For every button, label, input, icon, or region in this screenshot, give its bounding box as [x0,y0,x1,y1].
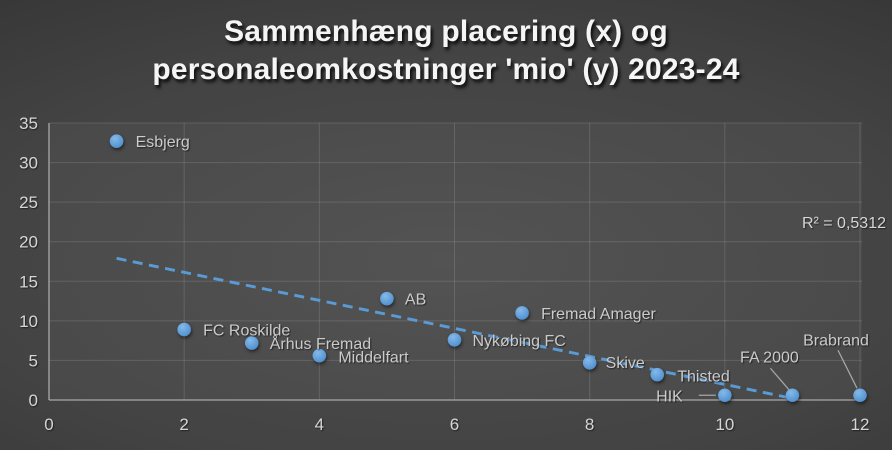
x-tick-label: 12 [851,415,870,434]
data-point-marker [177,322,191,337]
y-tick-label: 5 [29,351,38,370]
data-point-label: Thisted [677,369,729,386]
x-tick-label: 4 [315,415,324,434]
data-point-marker [244,336,259,350]
data-point-marker [853,388,867,403]
data-point-label: Middelfart [338,350,409,367]
data-point-label: FA 2000 [740,349,799,366]
y-tick-label: 10 [19,312,38,331]
r-squared-label: R² = 0,5312 [802,215,886,232]
data-point-marker [109,134,124,149]
data-point-label: Skive [606,355,645,372]
x-tick-label: 6 [450,415,459,434]
label-leader-line [769,367,790,391]
y-tick-label: 35 [19,114,38,133]
chart-title-line2: personaleomkostninger 'mio' (y) 2023-24 [152,53,740,86]
data-point-marker [380,291,394,306]
data-point-label: Nykøbing FC [473,333,566,350]
y-tick-label: 20 [19,233,38,252]
x-tick-label: 10 [715,415,734,434]
y-tick-label: 25 [19,193,38,212]
y-tick-label: 0 [29,391,38,410]
chart-title-line1: Sammenhæng placering (x) og [224,15,668,48]
data-point-marker [785,388,800,403]
x-tick-label: 2 [179,415,188,434]
y-tick-label: 15 [19,272,38,291]
data-point-marker [718,388,732,403]
x-tick-label: 0 [44,415,53,434]
data-point-marker [650,367,665,382]
data-point-marker [515,306,529,320]
x-tick-label: 8 [585,415,594,434]
data-point-label: Esbjerg [136,134,190,151]
data-point-marker [312,348,327,363]
y-tick-label: 30 [19,154,38,173]
data-point-label: Brabrand [803,332,869,349]
data-point-marker [447,333,462,347]
data-point-label: HIK [656,388,683,405]
data-point-marker [582,356,597,370]
data-point-label: FC Roskilde [203,323,290,340]
chart-title: Sammenhæng placering (x) og personaleomk… [0,13,892,89]
data-point-label: Fremad Amager [541,306,656,323]
data-point-label: Århus Fremad [270,334,371,353]
data-point-label: AB [405,292,426,309]
label-leader-line [837,349,858,389]
